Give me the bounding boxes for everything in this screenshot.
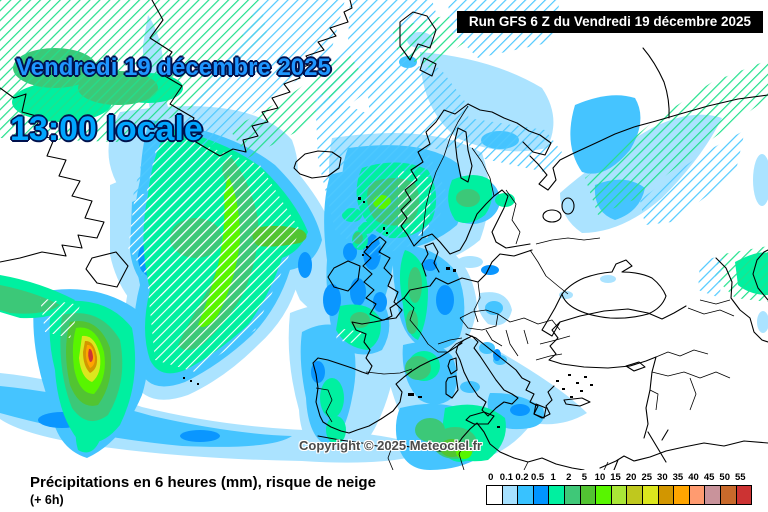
legend-swatch — [501, 485, 519, 505]
legend-value: 25 — [641, 472, 653, 483]
small-islands — [183, 197, 593, 428]
legend-value: 0.2 — [515, 472, 529, 483]
legend-swatch — [641, 485, 659, 505]
legend-swatch — [486, 485, 503, 505]
legend-value: 2 — [566, 472, 572, 483]
legend-value: 45 — [703, 472, 715, 483]
legend-swatch — [626, 485, 643, 505]
map-date-label: Vendredi 19 décembre 2025 — [16, 54, 331, 81]
legend-value: 55 — [735, 472, 746, 483]
legend-value: 0.5 — [530, 472, 545, 483]
map-time-label: 13:00 locale — [10, 110, 203, 148]
coastlines — [0, 0, 768, 470]
map-canvas — [0, 0, 768, 470]
legend-swatch — [579, 485, 597, 505]
legend-value: 10 — [594, 472, 606, 483]
snow-risk-hatching — [0, 0, 768, 372]
footer-bar: Précipitations en 6 heures (mm), risque … — [0, 470, 768, 512]
legend-swatch — [595, 485, 612, 505]
legend-value: 30 — [657, 472, 668, 483]
legend-swatch — [673, 485, 690, 505]
copyright-label: Copyright © 2025 Meteociel.fr — [299, 438, 482, 453]
legend-swatch — [688, 485, 706, 505]
legend-swatch — [532, 485, 550, 505]
legend-scale: 0 0.1 0.2 0.5 1 2 5 10 15 20 25 30 35 40 45 50 55 — [486, 472, 762, 505]
forecast-step-label: (+ 6h) — [30, 493, 64, 507]
legend-value: 0 — [488, 472, 494, 483]
legend-value: 5 — [581, 472, 587, 483]
legend-swatch — [610, 485, 628, 505]
legend-value: 40 — [688, 472, 699, 483]
legend-value: 0.1 — [499, 472, 513, 483]
precipitation-map: Vendredi 19 décembre 2025 13:00 locale R… — [0, 0, 768, 470]
legend-value: 35 — [672, 472, 684, 483]
legend-swatch — [735, 485, 753, 505]
legend-swatch — [657, 485, 675, 505]
legend-value: 20 — [625, 472, 637, 483]
legend-swatches-row — [486, 485, 762, 505]
model-run-banner: Run GFS 6 Z du Vendredi 19 décembre 2025 — [456, 11, 763, 33]
legend-value: 1 — [550, 472, 556, 483]
legend-values-row: 0 0.1 0.2 0.5 1 2 5 10 15 20 25 30 35 40 45 50 55 — [487, 472, 762, 485]
legend-swatch — [704, 485, 721, 505]
legend-swatch — [517, 485, 534, 505]
map-parameter-title: Précipitations en 6 heures (mm), risque … — [30, 474, 376, 491]
legend-swatch — [548, 485, 565, 505]
country-borders — [315, 105, 735, 470]
legend-value: 50 — [719, 472, 730, 483]
legend-swatch — [719, 485, 737, 505]
legend-swatch — [563, 485, 581, 505]
legend-value: 15 — [610, 472, 621, 483]
storm-core — [79, 335, 101, 382]
